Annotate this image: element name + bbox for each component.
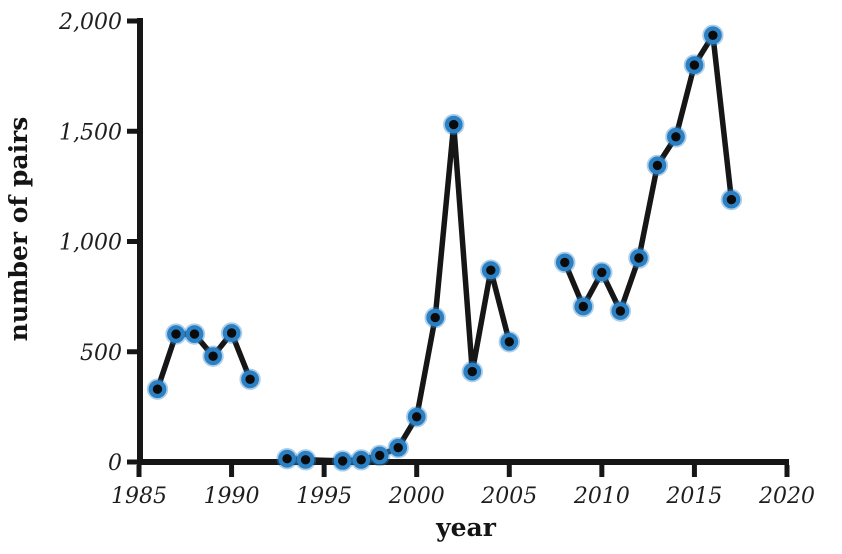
data-point-halo xyxy=(294,449,317,471)
x-tick-label: 1990 xyxy=(204,484,260,509)
y-tick-label: 0 xyxy=(108,451,122,476)
data-point-halo xyxy=(665,126,687,148)
series-line-segment xyxy=(284,121,513,464)
data-point-marker xyxy=(481,261,500,280)
data-point-halo xyxy=(424,306,446,329)
x-tick-label: 1995 xyxy=(296,484,352,509)
data-point-marker xyxy=(574,297,593,316)
data-point-halo xyxy=(702,24,724,46)
data-point-marker xyxy=(278,449,297,468)
data-point-marker xyxy=(722,190,741,209)
x-tick-label: 1985 xyxy=(111,484,167,509)
data-point-marker xyxy=(630,249,648,267)
x-tick-label: 2000 xyxy=(388,484,445,509)
data-point-halo xyxy=(220,322,243,344)
data-point-marker xyxy=(555,253,574,272)
data-point-marker xyxy=(667,127,685,146)
data-point-marker xyxy=(241,370,260,389)
x-axis-title: year xyxy=(435,513,497,542)
data-point-marker xyxy=(222,324,241,342)
data-point-marker xyxy=(444,115,463,134)
data-point-marker xyxy=(463,362,482,381)
data-point-halo xyxy=(183,323,206,345)
y-tick-label: 1,500 xyxy=(59,120,122,145)
y-axis-title: number of pairs xyxy=(4,117,33,342)
data-point-halo xyxy=(628,247,650,269)
data-point-halo xyxy=(165,323,187,345)
data-point-halo xyxy=(239,368,261,390)
data-point-marker xyxy=(389,438,408,457)
data-point-halo xyxy=(683,54,706,76)
data-point-marker xyxy=(204,347,223,366)
data-point-marker xyxy=(407,407,426,426)
data-point-marker xyxy=(500,332,519,351)
data-point-marker xyxy=(148,380,167,399)
data-point-halo xyxy=(350,449,372,471)
data-point-marker xyxy=(185,325,204,344)
data-point-halo xyxy=(276,448,298,470)
data-point-halo xyxy=(720,188,743,211)
series-line-segment xyxy=(562,32,735,314)
x-tick-label: 2015 xyxy=(665,484,722,509)
data-point-halo xyxy=(332,450,354,472)
data-point-marker xyxy=(352,450,371,469)
y-tick-label: 1,000 xyxy=(59,231,122,256)
data-point-halo xyxy=(443,113,465,136)
data-point-marker xyxy=(648,156,667,175)
data-point-marker xyxy=(370,446,389,465)
data-point-halo xyxy=(369,444,391,467)
data-point-halo xyxy=(591,261,613,284)
data-point-halo xyxy=(480,259,502,281)
data-point-halo xyxy=(146,378,169,400)
data-point-marker xyxy=(592,263,611,282)
data-point-marker xyxy=(426,308,445,327)
data-point-halo xyxy=(572,295,594,318)
data-point-halo xyxy=(498,331,520,353)
data-point-halo xyxy=(202,345,224,367)
data-point-halo xyxy=(406,406,428,428)
data-point-marker xyxy=(167,325,185,344)
x-tick-label: 2010 xyxy=(573,484,630,509)
data-point-marker xyxy=(685,56,704,74)
data-point-halo xyxy=(461,360,483,383)
y-tick-label: 500 xyxy=(80,341,122,366)
data-point-marker xyxy=(704,26,722,45)
x-tick-label: 2005 xyxy=(480,484,537,509)
data-point-marker xyxy=(296,450,315,469)
data-point-halo xyxy=(387,437,409,459)
data-point-halo xyxy=(646,154,669,177)
axes: 0 500 1,000 1,500 2,000 1985 1990 1995 2000 2005 2… xyxy=(58,10,815,509)
y-tick-label: 2,000 xyxy=(58,10,122,35)
data-point-marker xyxy=(611,302,630,320)
series xyxy=(146,24,743,472)
x-tick-label: 2020 xyxy=(758,484,815,509)
data-point-halo xyxy=(554,251,576,274)
data-point-halo xyxy=(609,300,632,322)
data-point-marker xyxy=(333,452,352,470)
